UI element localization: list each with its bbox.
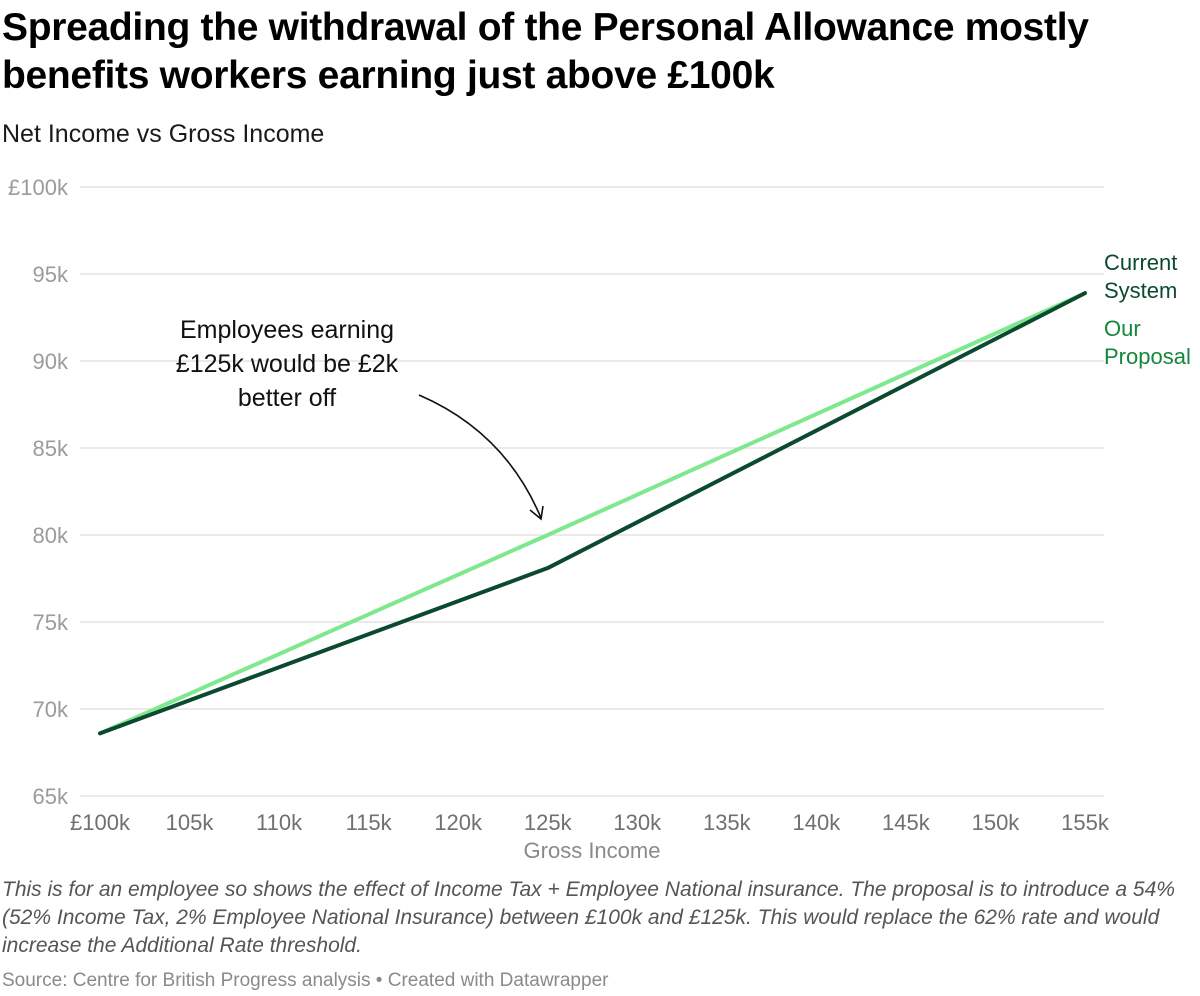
x-tick-label: 150k bbox=[972, 810, 1021, 835]
svg-text:Our: Our bbox=[1104, 316, 1141, 341]
y-tick-label: 90k bbox=[33, 349, 69, 374]
annotation-line-2: £125k would be £2k bbox=[176, 350, 399, 378]
x-tick-label: 130k bbox=[613, 810, 662, 835]
x-tick-label: 115k bbox=[346, 810, 393, 835]
line-chart: £100k 95k 90k 85k 80k 75k 70k 65k £100k 105k 110k… bbox=[8, 175, 1191, 863]
x-axis: £100k 105k 110k 115k 120k 125k 130k 135k 140k 145… bbox=[70, 810, 1110, 835]
y-tick-label: 95k bbox=[33, 262, 69, 287]
svg-text:System: System bbox=[1104, 278, 1177, 303]
x-tick-label: 140k bbox=[793, 810, 842, 835]
x-axis-label: Gross Income bbox=[524, 838, 661, 863]
y-tick-label: 80k bbox=[33, 523, 69, 548]
annotation-line-3: better off bbox=[238, 384, 336, 412]
series-our-proposal bbox=[98, 291, 1087, 736]
gridlines bbox=[80, 186, 1104, 797]
svg-text:Proposal: Proposal bbox=[1104, 344, 1191, 369]
chart-source: Source: Centre for British Progress anal… bbox=[2, 970, 609, 991]
x-tick-label: 120k bbox=[434, 810, 483, 835]
chart-title: Spreading the withdrawal of the Personal… bbox=[2, 6, 1089, 97]
chart-notes: This is for an employee so shows the eff… bbox=[2, 878, 1175, 957]
x-tick-label: 145k bbox=[882, 810, 931, 835]
arrowhead-icon bbox=[529, 505, 544, 521]
legend-current-system: Current System bbox=[1104, 250, 1177, 303]
y-tick-label: 70k bbox=[33, 697, 69, 722]
chart-subtitle: Net Income vs Gross Income bbox=[2, 120, 325, 148]
y-tick-label: £100k bbox=[8, 175, 69, 200]
annotation-arrow-icon bbox=[418, 394, 542, 519]
x-tick-label: £100k bbox=[70, 810, 131, 835]
x-tick-label: 110k bbox=[256, 810, 303, 835]
y-tick-label: 65k bbox=[33, 784, 69, 809]
y-tick-label: 85k bbox=[33, 436, 69, 461]
x-tick-label: 125k bbox=[524, 810, 573, 835]
x-tick-label: 135k bbox=[703, 810, 752, 835]
x-tick-label: 155k bbox=[1061, 810, 1110, 835]
y-axis: £100k 95k 90k 85k 80k 75k 70k 65k bbox=[8, 175, 69, 809]
annotation: Employees earning £125k would be £2k bet… bbox=[176, 316, 544, 521]
x-tick-label: 105k bbox=[166, 810, 215, 835]
annotation-line-1: Employees earning bbox=[180, 316, 394, 344]
svg-text:Current: Current bbox=[1104, 250, 1177, 275]
y-tick-label: 75k bbox=[33, 610, 69, 635]
series-current-system bbox=[98, 291, 1087, 736]
legend-our-proposal: Our Proposal bbox=[1104, 316, 1191, 369]
